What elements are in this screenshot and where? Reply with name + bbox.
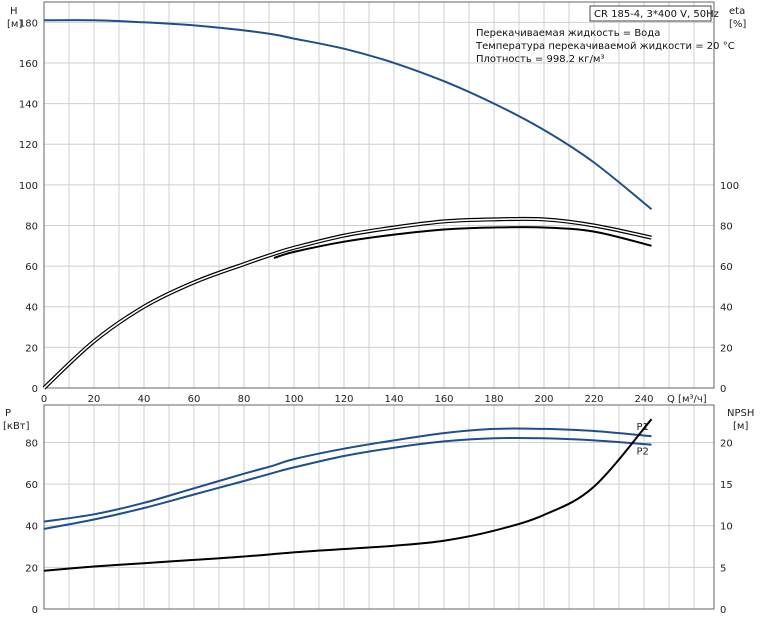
top-series [42,19,653,390]
bottom-left-tick-label: 60 [25,480,38,491]
top-tick-labels: 0 20 40 60 80 100 120 140 160 180 200 220 2400204060… [19,18,739,405]
info-temperature: Температура перекачиваемой жидкости = 20… [475,41,735,52]
x-tick-label: 40 [138,394,151,405]
bottom-right-tick-label: 15 [720,480,733,491]
x-tick-label: 120 [334,394,353,405]
top-left-tick-label: 40 [25,303,38,314]
bottom-left-tick-label: 20 [25,563,38,574]
top-left-tick-label: 180 [19,18,38,29]
bottom-series: P1 P2 [43,418,653,572]
x-tick-label: 180 [484,394,503,405]
series-label-p2: P2 [637,447,649,458]
model-label: CR 185-4, 3*400 V, 50Hz [594,9,719,20]
x-tick-label: 0 [41,394,47,405]
top-right-tick-label: 40 [720,303,733,314]
x-tick-label: 220 [584,394,603,405]
x-tick-label: 140 [384,394,403,405]
bottom-series-p1-line [43,427,652,523]
x-tick-label: 20 [88,394,101,405]
npsh-axis-unit: [м] [733,421,748,432]
bottom-left-tick-label: 40 [25,522,38,533]
top-right-tick-label: 60 [720,262,733,273]
bottom-grid [44,405,714,609]
x-tick-label: 160 [434,394,453,405]
power-axis-unit: [кВт] [3,421,30,432]
top-left-tick-label: 100 [19,181,38,192]
info-liquid: Перекачиваемая жидкость = Вода [476,28,660,39]
top-grid [44,2,714,388]
bottom-right-tick-label: 5 [720,563,726,574]
bottom-series-p2-line [43,437,652,530]
top-left-tick-label: 140 [19,100,38,111]
bottom-tick-labels: 0 20 40 60 80 0 5 10 15 20 [25,438,732,616]
top-right-tick-label: 100 [720,181,739,192]
top-series-2-line [273,226,652,259]
top-series-1-line [42,216,652,390]
x-tick-label: 240 [634,394,653,405]
flow-axis-title: Q [м³/ч] [667,394,707,405]
power-axis-title: P [5,408,11,419]
eta-axis-unit: [%] [729,19,746,30]
top-left-tick-label: 60 [25,262,38,273]
npsh-axis-title: NPSH [727,408,754,419]
top-right-tick-label: 80 [720,221,733,232]
top-left-tick-label: 0 [32,384,38,395]
top-left-tick-label: 20 [25,343,38,354]
x-tick-label: 200 [534,394,553,405]
bottom-right-tick-label: 20 [720,438,733,449]
top-left-tick-label: 160 [19,59,38,70]
x-tick-label: 80 [238,394,251,405]
top-right-tick-label: 20 [720,343,733,354]
bottom-right-tick-label: 0 [720,605,726,616]
top-left-tick-label: 80 [25,221,38,232]
top-series-1-line-inner [43,218,652,389]
model-box [589,5,712,22]
x-tick-label: 60 [188,394,201,405]
top-left-tick-label: 120 [19,140,38,151]
bottom-left-tick-label: 80 [25,438,38,449]
x-tick-label: 100 [284,394,303,405]
series-label-p1: P1 [637,422,649,433]
top-plot-frame [43,1,715,389]
top-right-tick-label: 0 [720,384,726,395]
bottom-right-tick-label: 10 [720,522,733,533]
info-density: Плотность = 998.2 кг/м³ [476,54,605,65]
bottom-plot-frame [43,404,715,610]
head-axis-title: H [10,6,18,17]
bottom-series-2-line [43,418,653,572]
bottom-left-tick-label: 0 [32,605,38,616]
top-series-0-line [43,19,653,210]
eta-axis-title: eta [729,6,745,17]
head-axis-unit: [м] [7,19,22,30]
